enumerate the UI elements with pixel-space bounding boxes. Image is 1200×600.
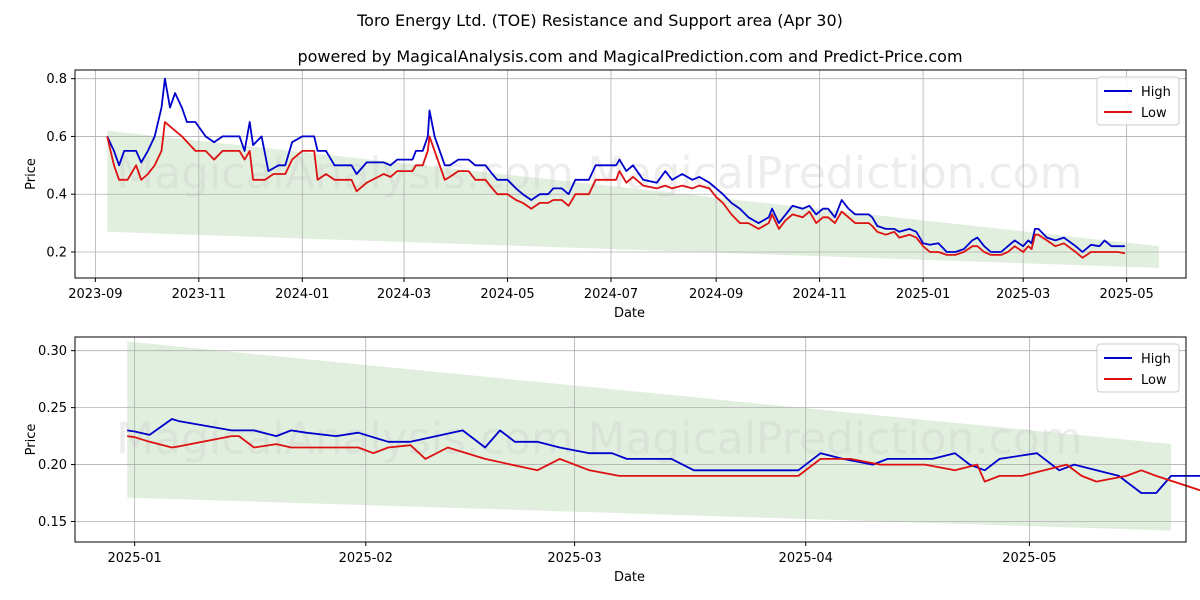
x-tick-label: 2025-01 [896,287,950,302]
x-tick-label: 2023-09 [68,287,122,302]
x-tick-label: 2023-11 [172,287,226,302]
y-tick-label: 0.15 [38,515,67,530]
x-tick-label: 2025-04 [779,551,833,566]
x-tick-label: 2025-03 [547,551,601,566]
support-resistance-band [127,341,1172,531]
x-tick-label: 2024-09 [689,287,743,302]
chart-panel-1: MagicalAnalysis.com MagicalPrediction.com… [24,69,1187,321]
y-tick-label: 0.8 [46,72,67,87]
watermark-text: MagicalAnalysis.com [116,148,574,199]
x-tick-label: 2025-05 [1099,287,1153,302]
x-tick-label: 2025-03 [996,287,1050,302]
watermark-text: MagicalPrediction.com [588,148,1083,199]
x-tick-label: 2024-05 [480,287,534,302]
x-tick-label: 2024-07 [584,287,638,302]
legend: High Low [1096,343,1180,393]
y-tick-label: 0.30 [38,344,67,359]
x-axis-label: Date [614,306,645,321]
chart-panel-2: MagicalAnalysis.com MagicalPrediction.com… [24,336,1200,585]
plot-frame [74,69,1187,279]
x-tick-label: 2024-11 [792,287,846,302]
y-tick-label: 0.4 [46,188,67,203]
series-line-low [106,121,1126,259]
legend-label-low: Low [1141,373,1167,388]
series-line-low [127,435,1200,492]
x-tick-label: 2025-05 [1002,551,1056,566]
y-axis-label: Price [24,158,39,190]
x-axis-label: Date [614,570,645,585]
chart-subtitle: powered by MagicalAnalysis.com and Magic… [297,47,962,66]
y-tick-label: 0.2 [46,246,67,261]
y-tick-label: 0.20 [38,458,67,473]
x-tick-label: 2024-01 [275,287,329,302]
legend-label-high: High [1141,352,1171,367]
plot-frame [74,336,1187,543]
series-line-high [106,77,1125,253]
x-tick-label: 2025-01 [107,551,161,566]
x-tick-label: 2024-03 [377,287,431,302]
y-axis-label: Price [24,424,39,456]
chart-title: Toro Energy Ltd. (TOE) Resistance and Su… [356,11,843,30]
watermark-text: MagicalAnalysis.com [116,414,574,465]
legend-label-low: Low [1141,106,1167,121]
series-line-high [127,418,1200,494]
x-tick-label: 2025-02 [339,551,393,566]
legend-label-high: High [1141,85,1171,100]
y-tick-label: 0.6 [46,130,67,145]
y-tick-label: 0.25 [38,401,67,416]
legend: High Low [1096,76,1180,126]
